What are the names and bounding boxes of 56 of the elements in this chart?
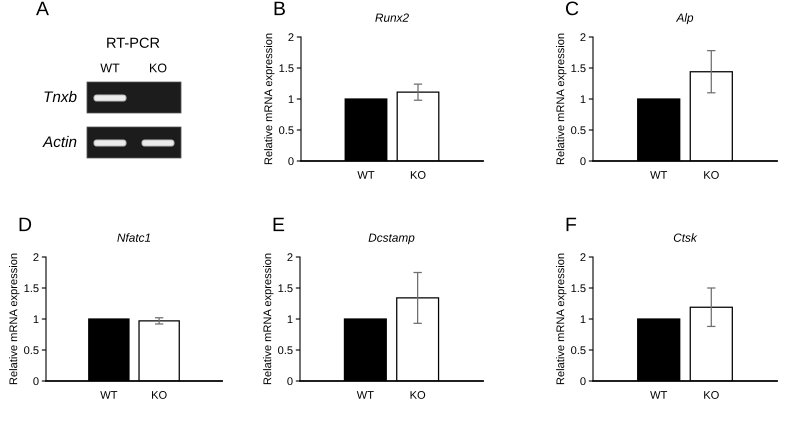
x-tick-label: WT xyxy=(356,391,374,399)
y-tick-label: 0 xyxy=(580,157,586,166)
y-tick-label: 1.5 xyxy=(24,284,39,292)
x-tick-label: KO xyxy=(704,391,719,399)
y-tick-label: 1.5 xyxy=(571,284,586,292)
y-tick-label: 0 xyxy=(580,377,586,386)
y-tick-label: 1.5 xyxy=(279,64,294,72)
chart-title: Dcstamp xyxy=(368,234,414,244)
y-axis-title: Relative mRNA expression xyxy=(556,34,566,164)
text: F xyxy=(566,218,576,232)
chart-title: Alp xyxy=(676,13,694,24)
text: D xyxy=(20,218,32,232)
y-axis-title: Relative mRNA expression xyxy=(264,34,274,164)
y-tick-label: 0.5 xyxy=(24,346,39,354)
y-tick-label: 0.5 xyxy=(279,126,294,134)
x-tick-label: WT xyxy=(100,391,118,399)
x-tick-label: KO xyxy=(704,171,719,179)
y-tick-label: 1 xyxy=(580,315,586,324)
y-tick-label: 0 xyxy=(287,377,293,386)
chart-title: Nfatc1 xyxy=(117,233,150,242)
x-tick-label: WT xyxy=(357,171,374,179)
y-tick-label: 0.5 xyxy=(278,346,293,354)
category-label: Actin xyxy=(42,136,76,148)
text: C xyxy=(566,2,578,16)
y-tick-label: 1 xyxy=(288,95,294,104)
y-tick-label: 1 xyxy=(34,315,39,324)
y-tick-label: 0.5 xyxy=(571,126,586,134)
y-tick-label: 1 xyxy=(288,315,293,324)
y-axis-title: Relative mRNA expression xyxy=(9,254,20,384)
y-tick-label: 2 xyxy=(33,253,38,262)
y-tick-label: 1 xyxy=(580,95,586,104)
category-label: Tnxb xyxy=(44,90,77,102)
y-tick-label: 2 xyxy=(580,253,586,262)
category-label: WT xyxy=(100,64,120,72)
y-tick-label: 2 xyxy=(287,253,292,262)
x-tick-label: KO xyxy=(410,391,426,399)
x-tick-label: KO xyxy=(410,171,426,179)
y-axis-title: Relative mRNA expression xyxy=(556,254,566,384)
y-tick-label: 0.5 xyxy=(571,346,586,354)
x-tick-label: WT xyxy=(650,391,668,399)
y-tick-label: 1.5 xyxy=(278,284,293,292)
x-tick-label: KO xyxy=(152,391,167,399)
text: A xyxy=(36,2,49,16)
text: E xyxy=(274,218,284,232)
y-axis-title: Relative mRNA expression xyxy=(263,254,274,384)
chart-title: Ctsk xyxy=(674,233,698,242)
y-tick-label: 2 xyxy=(580,33,586,42)
y-tick-label: 2 xyxy=(288,33,294,42)
x-tick-label: WT xyxy=(650,171,668,179)
y-tick-label: 0 xyxy=(288,157,294,166)
y-tick-label: 0 xyxy=(33,377,39,386)
text: B xyxy=(274,2,285,16)
category-label: KO xyxy=(150,64,166,72)
y-tick-label: 1.5 xyxy=(571,64,586,72)
chart-title: Runx2 xyxy=(375,13,409,22)
text: RT-PCR xyxy=(107,38,160,48)
